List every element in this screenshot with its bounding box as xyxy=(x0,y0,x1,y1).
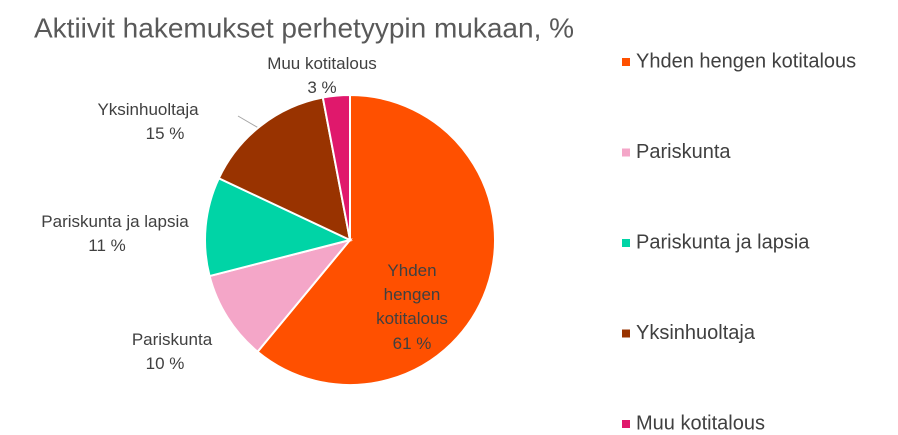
legend-label: Pariskunta xyxy=(636,141,731,163)
legend-label: Yhden hengen kotitalous xyxy=(636,50,856,72)
legend-swatch xyxy=(622,58,630,66)
data-label-name: Pariskunta ja lapsia xyxy=(41,212,189,231)
legend-label: Yksinhuoltaja xyxy=(636,322,756,344)
data-label-value: 3 % xyxy=(307,78,337,97)
data-label-name: Muu kotitalous xyxy=(267,54,377,73)
data-label-name: Yksinhuoltaja xyxy=(97,100,199,119)
legend-swatch xyxy=(622,239,630,247)
legend-swatch xyxy=(622,329,630,338)
data-label-name: Yhden hengen kotitalous xyxy=(376,261,448,328)
pie-slice xyxy=(256,93,496,386)
legend-swatch xyxy=(622,148,630,157)
data-label-value: 15 % xyxy=(145,124,185,143)
chart-title: Aktiivit hakemukset perhetyypin mukaan, … xyxy=(34,12,574,43)
pie-slice xyxy=(217,96,352,242)
data-label-name: Pariskunta xyxy=(131,330,213,349)
pie-slice xyxy=(204,176,353,278)
data-label-value: 11 % xyxy=(88,236,126,255)
legend-swatch xyxy=(622,420,630,428)
data-label-value: 10 % xyxy=(145,354,185,373)
legend-label: Pariskunta ja lapsia xyxy=(636,231,810,253)
data-label-value: 61 % xyxy=(392,334,432,353)
legend-label: Muu kotitalous xyxy=(636,412,765,434)
pie-slice xyxy=(321,93,351,241)
